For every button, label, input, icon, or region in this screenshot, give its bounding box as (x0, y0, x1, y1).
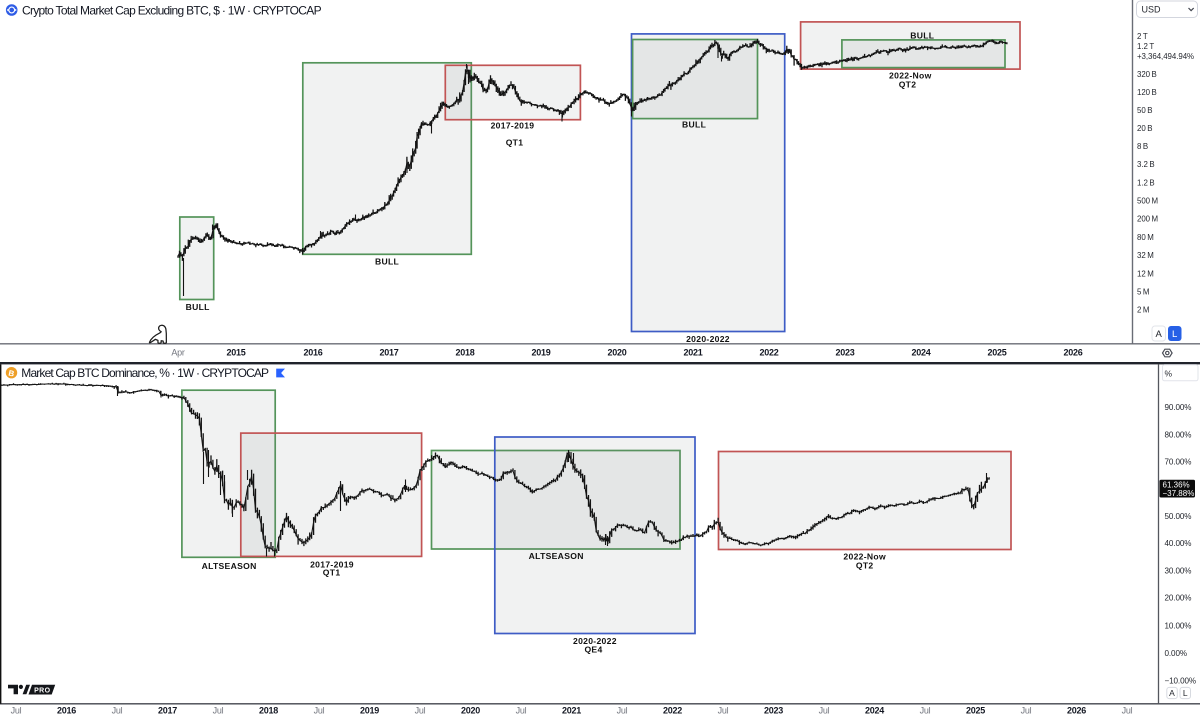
svg-text:BULL: BULL (186, 302, 210, 312)
svg-text:2023: 2023 (835, 347, 854, 357)
svg-text:%: % (1165, 368, 1173, 378)
svg-text:2024: 2024 (911, 347, 930, 357)
svg-text:2020: 2020 (607, 347, 626, 357)
svg-text:2022-Now: 2022-Now (889, 71, 932, 81)
svg-text:2017: 2017 (379, 347, 398, 357)
svg-text:12 M: 12 M (1137, 269, 1154, 278)
svg-text:2024: 2024 (865, 706, 884, 716)
svg-text:61.36%: 61.36% (1163, 480, 1190, 489)
svg-text:Jul: Jul (213, 706, 224, 716)
svg-text:QT1: QT1 (506, 137, 524, 147)
svg-text:80 M: 80 M (1137, 233, 1154, 242)
svg-text:B: B (8, 368, 16, 378)
svg-text:ALTSEASON: ALTSEASON (202, 561, 257, 571)
svg-text:Jul: Jul (1122, 706, 1133, 716)
svg-text:200 M: 200 M (1137, 215, 1158, 224)
svg-text:2019: 2019 (360, 706, 379, 716)
svg-text:BULL: BULL (375, 257, 399, 267)
svg-text:QE4: QE4 (584, 644, 602, 654)
svg-text:L: L (1172, 329, 1177, 340)
svg-text:Jul: Jul (718, 706, 729, 716)
svg-text:USD: USD (1142, 5, 1162, 15)
svg-text:Jul: Jul (112, 706, 123, 716)
svg-text:Jul: Jul (920, 706, 931, 716)
svg-text:2016: 2016 (303, 347, 322, 357)
svg-text:2025: 2025 (966, 706, 985, 716)
svg-text:20 B: 20 B (1137, 124, 1152, 133)
svg-text:2022: 2022 (663, 706, 682, 716)
svg-text:Jul: Jul (516, 706, 527, 716)
svg-text:2020: 2020 (461, 706, 480, 716)
svg-text:1.2 B: 1.2 B (1137, 178, 1155, 187)
svg-text:A: A (1156, 329, 1163, 340)
svg-text:Jul: Jul (819, 706, 830, 716)
svg-text:Market Cap BTC Dominance, % ·: Market Cap BTC Dominance, % · 1W · CRYPT… (21, 366, 269, 380)
svg-text:BULL: BULL (910, 31, 934, 41)
svg-text:2016: 2016 (57, 706, 76, 716)
svg-text:BULL: BULL (682, 120, 706, 130)
svg-text:−10.00%: −10.00% (1165, 676, 1196, 685)
svg-text:320 B: 320 B (1137, 70, 1157, 79)
svg-text:QT1: QT1 (323, 568, 341, 578)
svg-text:3.2 B: 3.2 B (1137, 160, 1155, 169)
svg-text:Jul: Jul (11, 706, 22, 716)
svg-text:8 B: 8 B (1137, 142, 1148, 151)
svg-text:2022: 2022 (759, 347, 778, 357)
svg-text:2 T: 2 T (1137, 32, 1148, 41)
svg-text:70.00%: 70.00% (1165, 457, 1192, 466)
svg-text:A: A (1169, 688, 1175, 698)
svg-text:2023: 2023 (764, 706, 783, 716)
svg-text:0.00%: 0.00% (1165, 649, 1187, 658)
svg-text:2021: 2021 (562, 706, 581, 716)
svg-text:30.00%: 30.00% (1165, 566, 1192, 575)
svg-text:2 M: 2 M (1137, 306, 1149, 315)
svg-text:ALTSEASON: ALTSEASON (529, 551, 584, 561)
svg-text:2017: 2017 (158, 706, 177, 716)
svg-text:QT2: QT2 (899, 79, 917, 89)
svg-text:2019: 2019 (531, 347, 550, 357)
svg-text:2017-2019: 2017-2019 (310, 560, 354, 570)
svg-text:+3,364,494.94%: +3,364,494.94% (1137, 52, 1194, 61)
svg-text:2018: 2018 (455, 347, 474, 357)
svg-text:Jul: Jul (1021, 706, 1032, 716)
svg-text:2020-2022: 2020-2022 (573, 636, 617, 646)
svg-text:L: L (1183, 688, 1188, 698)
svg-text:1.2 T: 1.2 T (1137, 42, 1154, 51)
svg-text:120 B: 120 B (1137, 88, 1157, 97)
svg-text:Jul: Jul (617, 706, 628, 716)
svg-text:50.00%: 50.00% (1165, 512, 1192, 521)
svg-text:2020-2022: 2020-2022 (686, 334, 730, 344)
svg-text:40.00%: 40.00% (1165, 539, 1192, 548)
svg-text:50 B: 50 B (1137, 106, 1152, 115)
svg-text:2017-2019: 2017-2019 (491, 121, 535, 131)
svg-text:Apr: Apr (171, 347, 185, 357)
svg-text:PRO: PRO (34, 687, 51, 694)
svg-text:Crypto Total Market Cap Exclud: Crypto Total Market Cap Excluding BTC, $… (22, 3, 322, 17)
svg-text:32 M: 32 M (1137, 251, 1154, 260)
svg-text:2026: 2026 (1063, 347, 1082, 357)
svg-text:−37.88%: −37.88% (1163, 489, 1195, 498)
svg-text:10.00%: 10.00% (1165, 621, 1192, 630)
svg-text:2022-Now: 2022-Now (843, 552, 886, 562)
svg-text:2025: 2025 (987, 347, 1006, 357)
svg-text:2021: 2021 (683, 347, 702, 357)
svg-text:2026: 2026 (1067, 706, 1086, 716)
svg-text:2018: 2018 (259, 706, 278, 716)
svg-text:5 M: 5 M (1137, 287, 1149, 296)
svg-text:20.00%: 20.00% (1165, 594, 1192, 603)
svg-text:80.00%: 80.00% (1165, 430, 1192, 439)
svg-text:90.00%: 90.00% (1165, 403, 1192, 412)
svg-text:QT2: QT2 (856, 561, 874, 571)
svg-text:Jul: Jul (314, 706, 325, 716)
svg-text:2015: 2015 (226, 347, 245, 357)
svg-text:Jul: Jul (415, 706, 426, 716)
svg-text:500 M: 500 M (1137, 197, 1158, 206)
